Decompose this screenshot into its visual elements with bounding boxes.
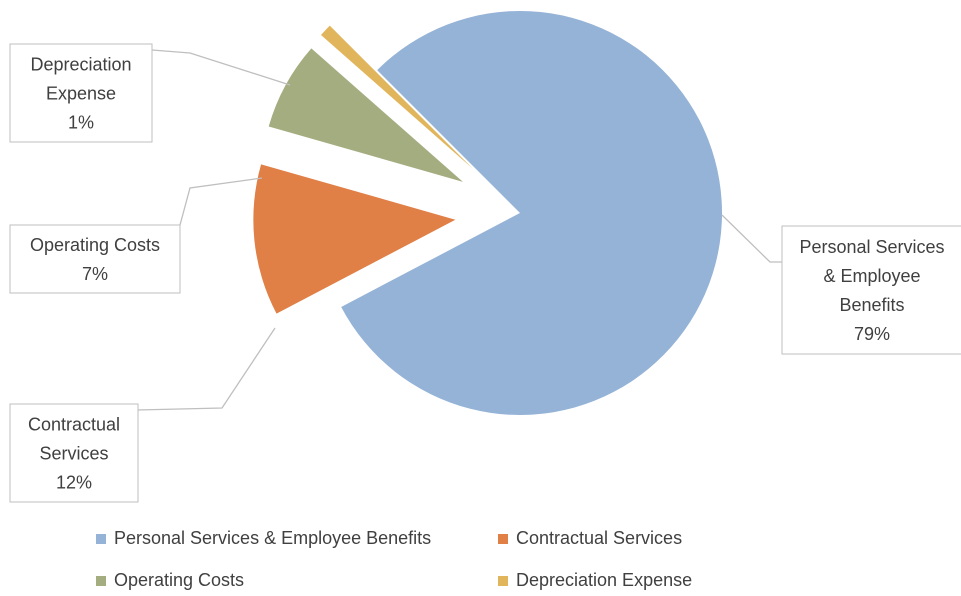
- legend-item-personal-services: Personal Services & Employee Benefits: [96, 528, 431, 549]
- data-label-text-operating-costs: Operating Costs: [30, 235, 160, 255]
- legend-swatch-personal-services: [96, 533, 106, 544]
- data-label-box-contractual-services: [9, 403, 139, 503]
- leader-lines: [136, 49, 782, 411]
- legend-item-operating-costs: Operating Costs: [96, 570, 244, 591]
- data-label-text-contractual-services: Services: [39, 444, 108, 464]
- data-labels: Personal Services & Employee Benefits 79% Co…: [9, 43, 961, 503]
- data-label-box-personal-services: [781, 225, 961, 355]
- data-label-box-operating-costs: [9, 224, 181, 294]
- data-label-text-personal-services: Benefits: [839, 295, 904, 315]
- data-label-text-depreciation-expense: Expense: [46, 84, 116, 104]
- pie-slice-personal-services: [341, 10, 723, 415]
- data-label-depreciation-expense: Depreciation Expense 1%: [9, 43, 153, 143]
- pie-slice-contractual-services: [253, 164, 456, 314]
- data-label-percent-depreciation-expense: 1%: [68, 113, 94, 133]
- legend-label-personal-services: Personal Services & Employee Benefits: [114, 528, 432, 548]
- legend-label-depreciation-expense: Depreciation Expense: [516, 570, 693, 590]
- pie-slice-operating-costs: [268, 48, 463, 182]
- data-label-text-personal-services: & Employee: [823, 266, 920, 286]
- data-label-text-depreciation-expense: Depreciation: [30, 55, 131, 75]
- leader-line-contractual-services: [136, 327, 276, 411]
- data-label-percent-operating-costs: 7%: [82, 264, 108, 284]
- legend-label-operating-costs: Operating Costs: [114, 570, 245, 590]
- legend-swatch-contractual-services: [498, 533, 508, 544]
- data-label-text-contractual-services: Contractual: [28, 415, 120, 435]
- leader-line-operating-costs: [179, 177, 263, 226]
- pie-slice-depreciation-expense: [321, 25, 473, 169]
- leader-line-depreciation-expense: [151, 49, 291, 86]
- data-label-operating-costs: Operating Costs 7%: [9, 224, 181, 294]
- data-label-contractual-services: Contractual Services 12%: [9, 403, 139, 503]
- data-label-box-depreciation-expense: [9, 43, 153, 143]
- legend-item-contractual-services: Contractual Services: [498, 528, 682, 549]
- legend-item-depreciation-expense: Depreciation Expense: [498, 570, 692, 591]
- legend-swatch-operating-costs: [96, 575, 106, 586]
- data-label-text-personal-services: Personal Services: [799, 237, 944, 257]
- legend-swatch-depreciation-expense: [498, 575, 508, 586]
- leader-line-personal-services: [721, 214, 782, 263]
- data-label-personal-services: Personal Services & Employee Benefits 79%: [781, 225, 961, 355]
- legend-label-contractual-services: Contractual Services: [516, 528, 683, 548]
- legend: Personal Services & Employee Benefits Co…: [0, 520, 961, 596]
- data-label-percent-contractual-services: 12%: [56, 473, 92, 493]
- pie-slices: [253, 10, 723, 415]
- data-label-percent-personal-services: 79%: [854, 324, 890, 344]
